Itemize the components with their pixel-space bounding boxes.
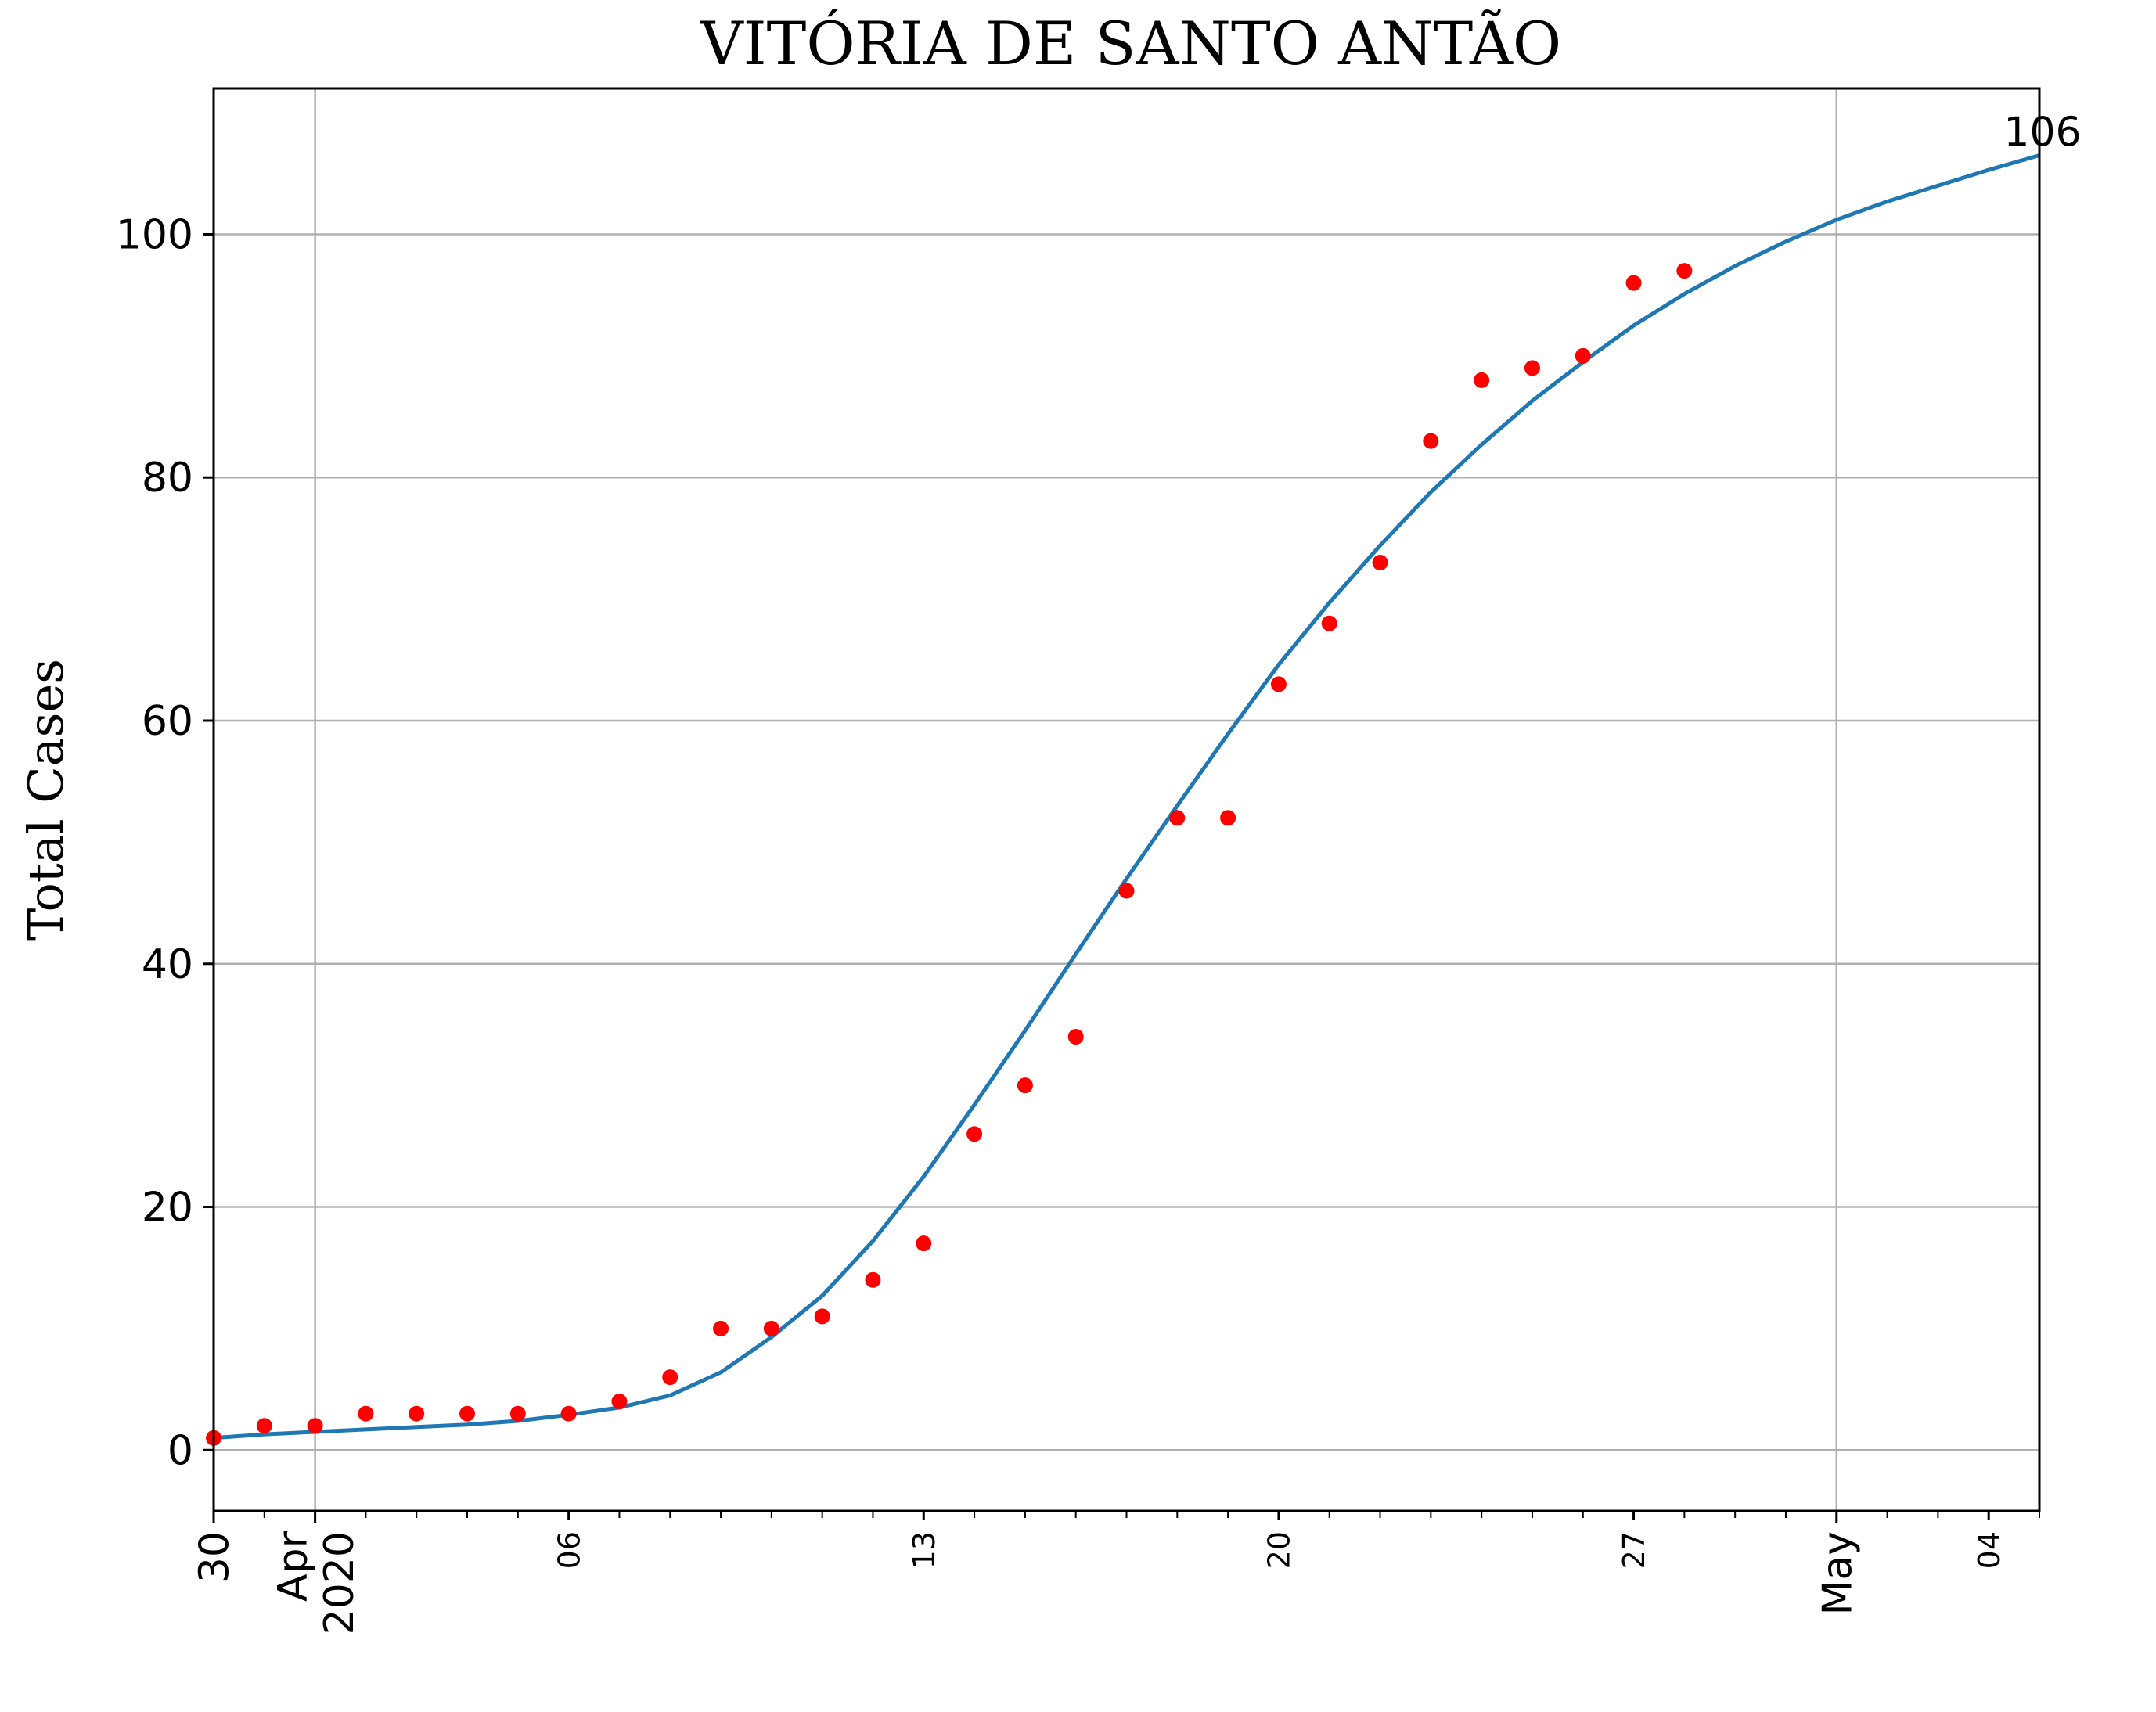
x-tick-label-line: 30 bbox=[192, 1531, 239, 1583]
data-point bbox=[307, 1418, 323, 1434]
data-point bbox=[916, 1235, 932, 1252]
data-point bbox=[409, 1405, 425, 1422]
data-point bbox=[713, 1320, 729, 1336]
data-point bbox=[865, 1271, 881, 1288]
axis-ticks: 0 20 40 60 80 100 30 Apr2020 06 13 20 27 May 04 bbox=[116, 211, 2040, 1635]
data-point bbox=[509, 1405, 526, 1422]
data-points-layer bbox=[206, 263, 1693, 1446]
x-tick-label-line: May bbox=[1814, 1531, 1861, 1616]
chart-title: VITÓRIA DE SANTO ANTÃO bbox=[700, 9, 1561, 78]
data-point bbox=[611, 1394, 628, 1410]
y-tick-label-40: 40 bbox=[142, 941, 193, 988]
data-point bbox=[966, 1126, 983, 1142]
data-point bbox=[1017, 1077, 1033, 1094]
y-tick-label-100: 100 bbox=[116, 211, 193, 258]
x-tick-label-line: 20 bbox=[1262, 1531, 1297, 1569]
data-point bbox=[459, 1405, 476, 1422]
x-tick-label-line: 13 bbox=[907, 1531, 941, 1569]
y-axis-label: Total Cases bbox=[17, 659, 74, 941]
data-point bbox=[1270, 676, 1287, 692]
x-tick-label-line: 2020 bbox=[316, 1531, 363, 1635]
data-point bbox=[358, 1405, 374, 1422]
data-point bbox=[1423, 433, 1439, 449]
data-point bbox=[814, 1308, 830, 1325]
data-point bbox=[1169, 810, 1186, 826]
data-point bbox=[1321, 615, 1337, 631]
y-tick-label-80: 80 bbox=[142, 455, 193, 502]
data-point bbox=[560, 1405, 577, 1422]
x-tick-label-6: May bbox=[1814, 1531, 1861, 1616]
data-point bbox=[662, 1369, 678, 1386]
data-point bbox=[763, 1320, 779, 1336]
x-tick-label-line: 27 bbox=[1617, 1531, 1651, 1569]
x-tick-label-7: 04 bbox=[1972, 1531, 2007, 1569]
data-point bbox=[1220, 810, 1236, 826]
data-point bbox=[1625, 275, 1642, 291]
data-point bbox=[1067, 1029, 1084, 1045]
final-value-annotation: 106 bbox=[2003, 109, 2081, 156]
annotations: 106 bbox=[2003, 109, 2081, 156]
x-tick-label-0: 30 bbox=[192, 1531, 239, 1583]
y-tick-label-0: 0 bbox=[167, 1427, 193, 1474]
data-point bbox=[1575, 347, 1591, 364]
data-point bbox=[1524, 360, 1540, 376]
grid-lines bbox=[214, 88, 2039, 1511]
data-point bbox=[1118, 883, 1135, 899]
y-tick-label-20: 20 bbox=[142, 1185, 193, 1232]
x-tick-label-3: 13 bbox=[907, 1531, 941, 1569]
data-point bbox=[1474, 372, 1490, 388]
data-point bbox=[1676, 263, 1693, 279]
x-tick-label-line: Apr bbox=[269, 1530, 316, 1602]
x-tick-label-5: 27 bbox=[1617, 1531, 1651, 1569]
data-point bbox=[256, 1418, 272, 1434]
data-point bbox=[1372, 555, 1388, 570]
x-tick-label-line: 06 bbox=[552, 1531, 586, 1569]
y-tick-label-60: 60 bbox=[142, 698, 193, 745]
x-tick-label-2: 06 bbox=[552, 1531, 586, 1569]
x-tick-label-1: Apr2020 bbox=[269, 1530, 363, 1635]
x-tick-label-4: 20 bbox=[1262, 1531, 1297, 1569]
x-tick-label-line: 04 bbox=[1972, 1531, 2007, 1569]
